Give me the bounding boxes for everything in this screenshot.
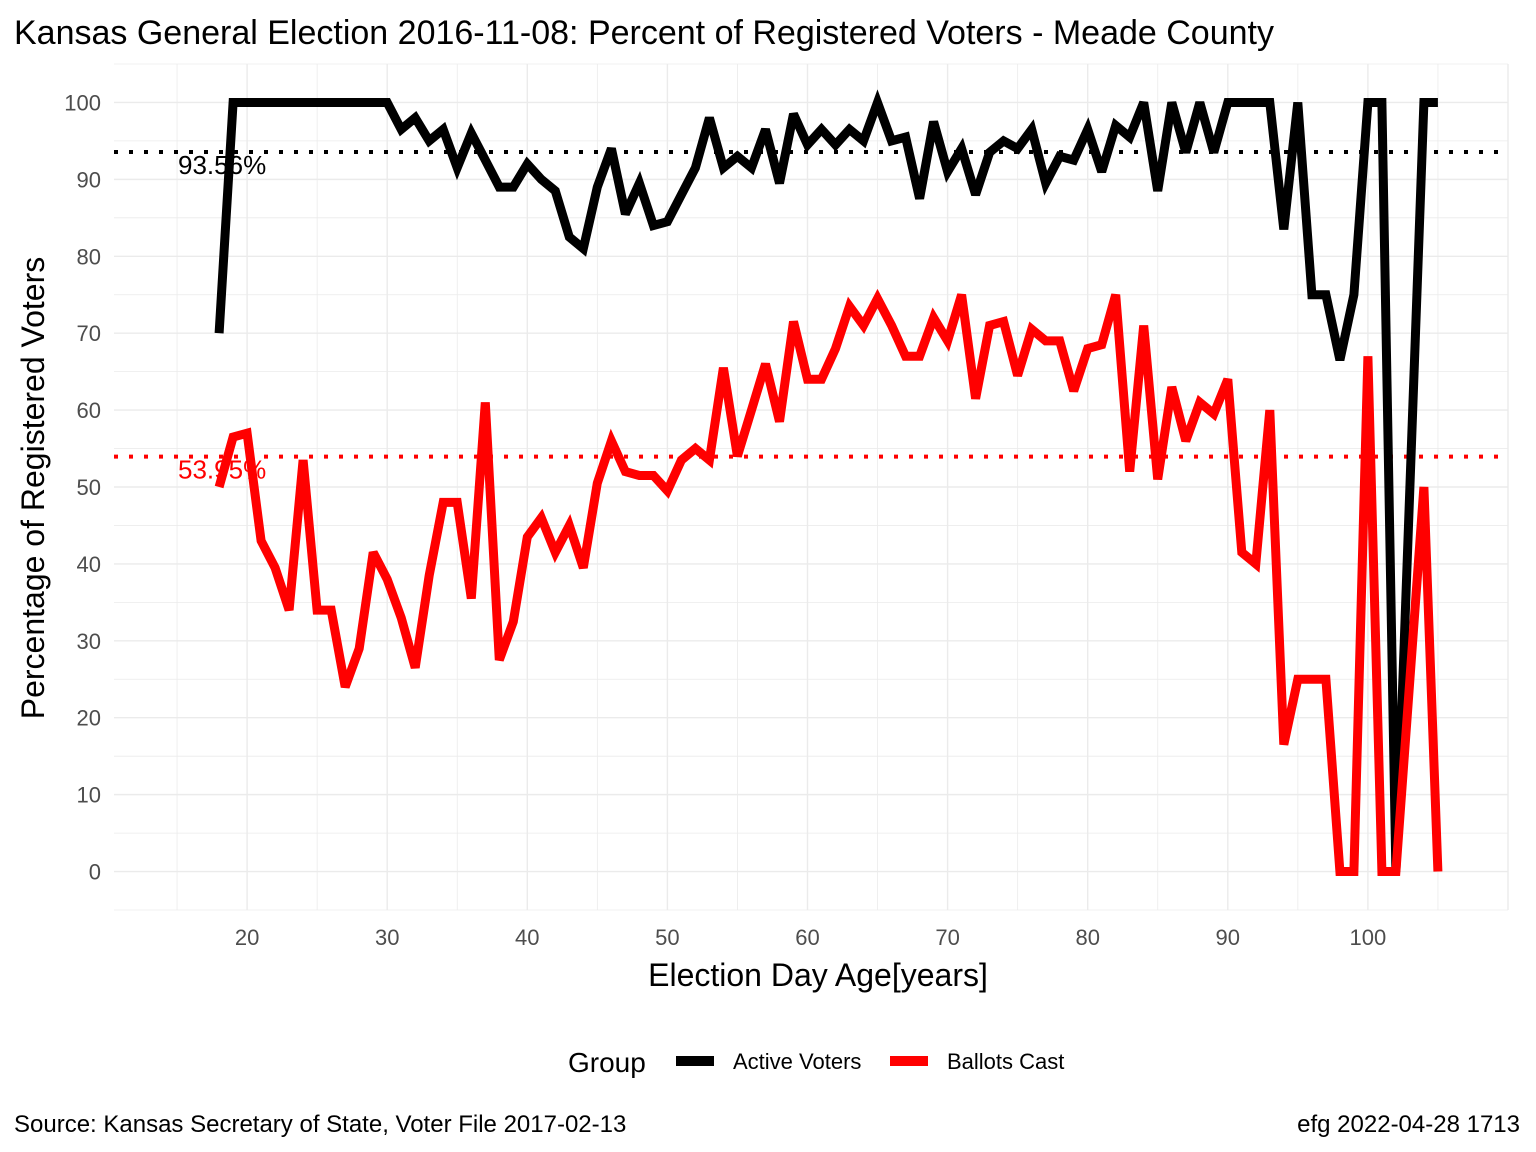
- series-line-active-voters: [214, 89, 1438, 872]
- y-tick-label: 0: [89, 860, 101, 885]
- series-line-ballots-cast: [214, 288, 1443, 876]
- x-axis-title: Election Day Age[years]: [648, 957, 988, 993]
- grid: [114, 63, 1509, 911]
- reference-lines: [114, 149, 1508, 459]
- y-tick-label: 60: [77, 398, 101, 423]
- x-tick-label: 70: [935, 925, 959, 950]
- y-tick-label: 30: [77, 629, 101, 654]
- x-tick-label: 50: [655, 925, 679, 950]
- x-tick-label: 90: [1216, 925, 1240, 950]
- y-tick-label: 50: [77, 475, 101, 500]
- legend-label-ballots-cast: Ballots Cast: [947, 1049, 1064, 1074]
- y-axis-ticks: 0 10 20 30 40 50 60 70 80 90 100: [64, 90, 101, 884]
- y-tick-label: 80: [77, 244, 101, 269]
- chart-title: Kansas General Election 2016-11-08: Perc…: [14, 14, 1274, 52]
- y-tick-label: 100: [64, 90, 101, 115]
- x-tick-label: 40: [515, 925, 539, 950]
- y-tick-label: 10: [77, 783, 101, 808]
- y-tick-label: 20: [77, 706, 101, 731]
- series-lines: [214, 89, 1443, 876]
- y-axis-title: Percentage of Registered Voters: [15, 257, 51, 720]
- y-tick-label: 40: [77, 552, 101, 577]
- y-tick-label: 90: [77, 167, 101, 192]
- x-tick-label: 20: [235, 925, 259, 950]
- legend: Group Active Voters Ballots Cast: [568, 1047, 1064, 1078]
- x-axis-ticks: 20 30 40 50 60 70 80 90 100: [235, 925, 1386, 950]
- mean-reference-label: 93.56%: [178, 150, 266, 180]
- timestamp-caption: efg 2022-04-28 1713: [1297, 1111, 1520, 1138]
- x-tick-label: 100: [1350, 925, 1387, 950]
- x-tick-label: 60: [795, 925, 819, 950]
- reference-labels: 93.56% 53.95%: [178, 150, 266, 485]
- y-tick-label: 70: [77, 321, 101, 346]
- mean-reference-label: 53.95%: [178, 455, 266, 485]
- source-caption: Source: Kansas Secretary of State, Voter…: [14, 1111, 626, 1138]
- x-tick-label: 30: [375, 925, 399, 950]
- x-tick-label: 80: [1075, 925, 1099, 950]
- legend-title: Group: [568, 1047, 646, 1078]
- legend-label-active-voters: Active Voters: [733, 1049, 861, 1074]
